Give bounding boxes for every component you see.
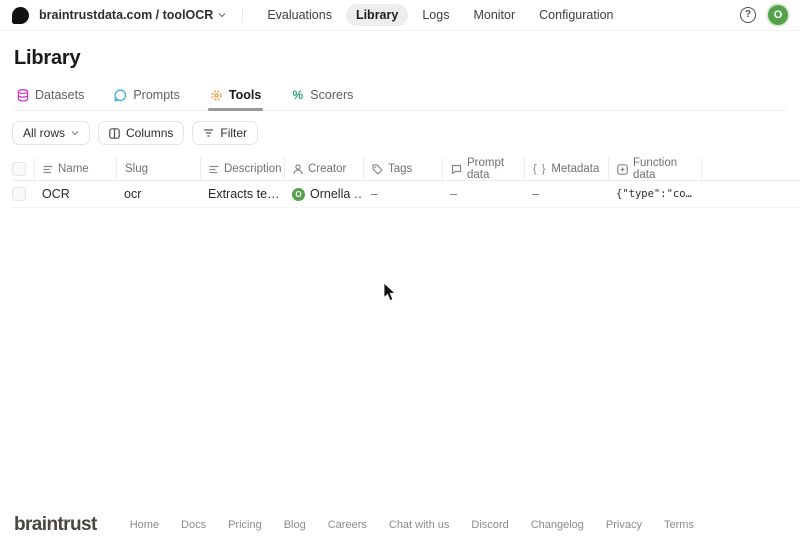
creator-name: Ornella … [310,187,363,201]
braintrust-logo-icon [12,7,29,24]
tab-scorers[interactable]: % Scorers [289,84,355,110]
text-lines-icon [43,165,53,174]
footer-link-careers[interactable]: Careers [317,519,378,531]
rows-filter-button[interactable]: All rows [12,121,90,145]
footer-link-terms[interactable]: Terms [653,519,705,531]
columns-button[interactable]: Columns [98,121,184,145]
user-avatar[interactable]: O [768,5,788,25]
tab-tools[interactable]: Tools [208,84,263,110]
cell-tags[interactable]: – [363,187,442,201]
cell-name[interactable]: OCR [34,187,116,201]
braintrust-wordmark: braintrust [14,514,97,536]
cell-creator[interactable]: O Ornella … [284,187,363,201]
cell-metadata[interactable]: – [524,187,608,201]
cell-prompt-data[interactable]: – [442,187,524,201]
page-title: Library [14,47,786,70]
function-box-icon [617,164,628,175]
column-header-name[interactable]: Name [34,157,116,181]
footer-link-chat[interactable]: Chat with us [378,519,461,531]
tab-label: Datasets [35,88,84,102]
nav-item-evaluations[interactable]: Evaluations [257,4,342,26]
project-name: braintrustdata.com / toolOCR [39,8,213,22]
help-icon[interactable]: ? [740,7,756,23]
tab-prompts[interactable]: Prompts [112,84,182,110]
chevron-down-icon [218,11,226,19]
footer-link-changelog[interactable]: Changelog [520,519,595,531]
table-row[interactable]: OCR ocr Extracts text… O Ornella … – – –… [12,181,800,208]
library-tabs: Datasets Prompts Tools % Scorers [14,84,786,111]
select-all-checkbox[interactable] [12,162,26,176]
gear-icon [210,89,223,102]
nav-item-library[interactable]: Library [346,4,408,26]
top-navigation-bar: braintrustdata.com / toolOCR Evaluations… [0,0,800,31]
select-all-cell [12,157,34,181]
speech-bubble-icon [451,164,462,175]
footer-links: Home Docs Pricing Blog Careers Chat with… [119,519,705,531]
database-icon [16,89,29,102]
footer-link-privacy[interactable]: Privacy [595,519,653,531]
column-label: Tags [388,163,412,175]
tab-label: Scorers [310,88,353,102]
footer-link-home[interactable]: Home [119,519,170,531]
cell-slug[interactable]: ocr [116,187,200,201]
column-header-metadata[interactable]: { } Metadata [524,157,608,181]
person-icon [293,164,303,175]
column-label: Name [58,163,89,175]
column-header-description[interactable]: Description [200,157,284,181]
columns-label: Columns [126,126,173,140]
nav-item-logs[interactable]: Logs [412,4,459,26]
page-footer: braintrust Home Docs Pricing Blog Career… [0,514,800,550]
text-lines-icon [209,165,219,174]
filter-label: Filter [220,126,247,140]
column-label: Slug [125,163,148,175]
empty-canvas [0,208,800,514]
footer-link-docs[interactable]: Docs [170,519,217,531]
mouse-cursor [383,283,396,302]
creator-avatar: O [292,188,305,201]
footer-link-discord[interactable]: Discord [460,519,519,531]
braces-icon: { } [533,163,546,175]
chat-bubble-icon [114,89,127,102]
filter-icon [203,128,214,138]
footer-link-pricing[interactable]: Pricing [217,519,273,531]
row-checkbox[interactable] [12,187,26,201]
footer-link-blog[interactable]: Blog [273,519,317,531]
cell-description[interactable]: Extracts text… [200,187,284,201]
column-label: Creator [308,163,346,175]
page-header: Library Datasets Prompts Tools [0,31,800,111]
main-nav: Evaluations Library Logs Monitor Configu… [257,4,623,26]
row-select-cell [12,187,34,201]
table-toolbar: All rows Columns Filter [0,111,800,153]
column-header-function-data[interactable]: Function data [608,157,702,181]
column-header-tags[interactable]: Tags [363,157,442,181]
column-label: Function data [633,157,701,181]
column-label: Prompt data [467,157,524,181]
column-label: Metadata [551,163,599,175]
topbar-actions: ? O [740,5,788,25]
tab-label: Prompts [133,88,180,102]
nav-item-monitor[interactable]: Monitor [463,4,525,26]
library-page: braintrustdata.com / toolOCR Evaluations… [0,0,800,550]
rows-filter-label: All rows [23,126,65,140]
chevron-down-icon [71,129,79,137]
tools-table: Name Slug Description Creator Tags Promp… [0,153,800,208]
column-header-prompt-data[interactable]: Prompt data [442,157,524,181]
column-header-creator[interactable]: Creator [284,157,363,181]
column-header-slug[interactable]: Slug [116,157,200,181]
tab-datasets[interactable]: Datasets [14,84,86,110]
divider [242,8,243,23]
percent-icon: % [291,89,304,102]
tab-label: Tools [229,88,261,102]
project-switcher[interactable]: braintrustdata.com / toolOCR [39,8,226,22]
nav-item-configuration[interactable]: Configuration [529,4,623,26]
table-header-row: Name Slug Description Creator Tags Promp… [12,157,800,181]
column-label: Description [224,163,282,175]
filter-button[interactable]: Filter [192,121,258,145]
cell-function-data[interactable]: {"type":"co… [608,188,702,200]
columns-icon [109,128,120,139]
tag-icon [372,164,383,175]
